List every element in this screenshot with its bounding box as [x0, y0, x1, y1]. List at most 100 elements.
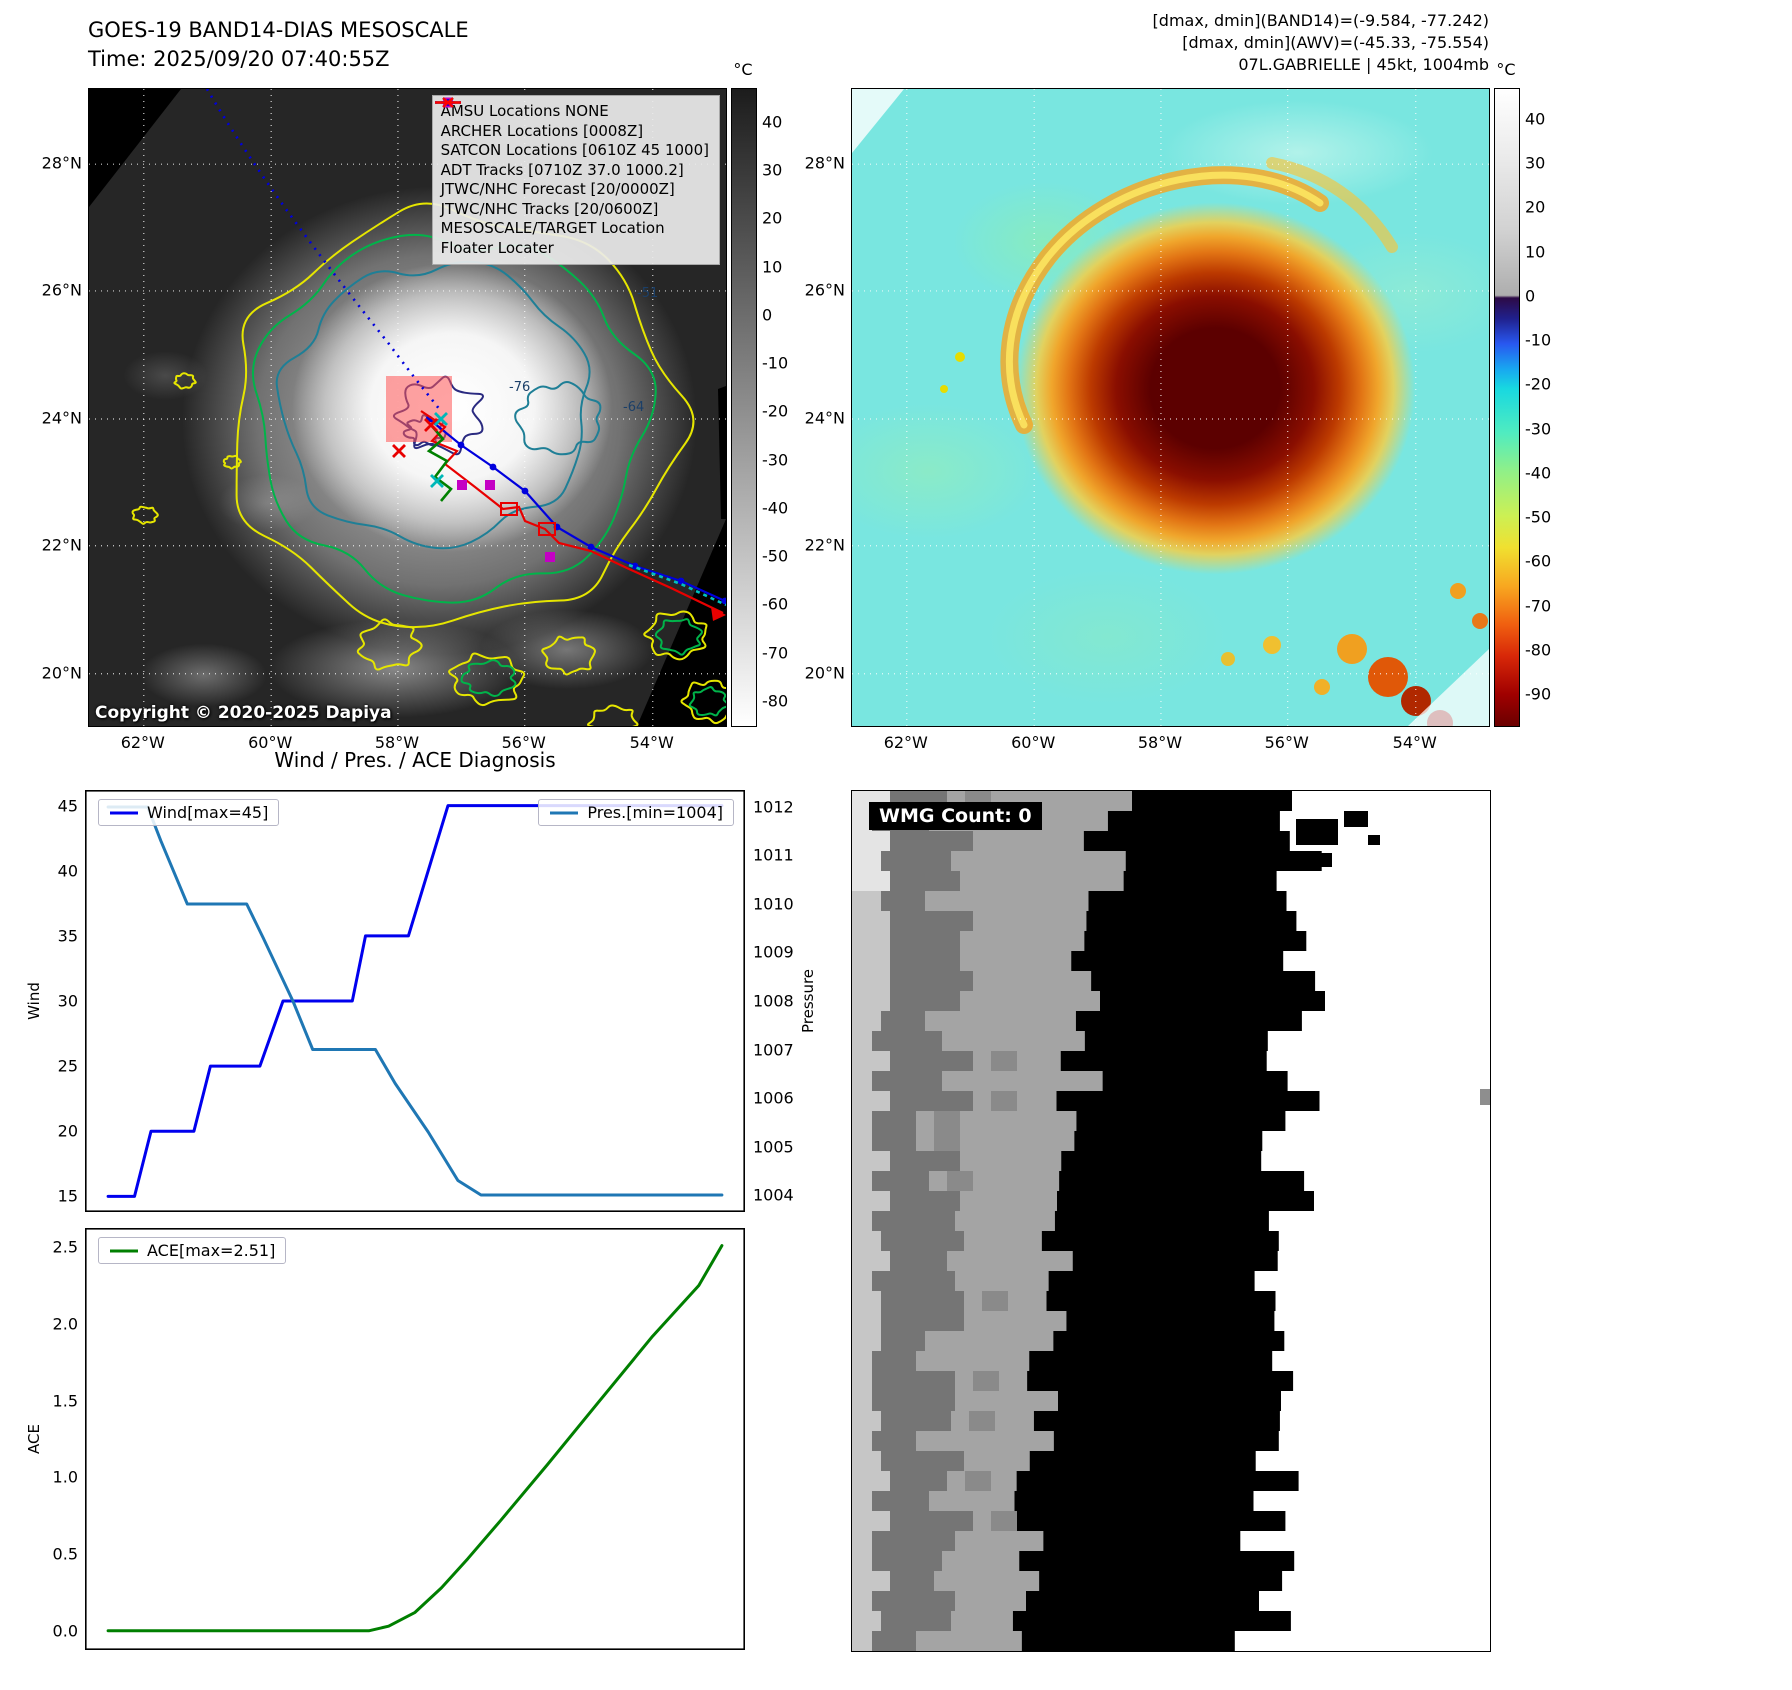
- diagnosis-title: Wind / Pres. / ACE Diagnosis: [274, 748, 556, 772]
- band14-map-overlay: -76 -64 -51: [89, 89, 726, 726]
- wind-axis-label: Wind: [25, 982, 43, 1020]
- chart-tick-label: 1.5: [52, 1391, 78, 1411]
- lat-tick-label: 20°N: [804, 663, 845, 683]
- lat-tick-label: 22°N: [41, 535, 82, 555]
- ace-line-sample-icon: [110, 1249, 138, 1252]
- colorbar-tick-label: 10: [762, 257, 783, 277]
- chart-tick-label: 2.5: [52, 1237, 78, 1257]
- line-marker-icon: [434, 101, 461, 104]
- wmg-image: [851, 790, 1491, 1652]
- lon-tick-label: 60°W: [1011, 733, 1056, 752]
- chart-tick-label: 35: [57, 926, 78, 946]
- contour-label: -64: [623, 400, 644, 415]
- chart-tick-label: 1009: [753, 942, 794, 962]
- colorbar-tick-label: -60: [1525, 551, 1552, 571]
- lon-tick-label: 60°W: [248, 733, 293, 752]
- chart-tick-label: 40: [57, 861, 78, 881]
- legend-item: AMSU Locations NONE: [440, 97, 709, 122]
- legend-item-label: AMSU Locations NONE: [440, 102, 609, 120]
- chart-tick-label: 1010: [753, 894, 794, 914]
- pressure-axis-label: Pressure: [799, 968, 817, 1034]
- legend-item: JTWC/NHC Forecast [20/0000Z]: [434, 101, 709, 200]
- chart-tick-label: 30: [57, 991, 78, 1011]
- pressure-legend-label: Pres.[min=1004]: [587, 803, 723, 822]
- ace-legend: ACE[max=2.51]: [98, 1237, 287, 1264]
- chart-tick-label: 1.0: [52, 1467, 78, 1487]
- band14-title: GOES-19 BAND14-DIAS MESOSCALE: [88, 18, 469, 42]
- colorbar-tick-label: -80: [1525, 640, 1552, 660]
- colorbar-tick-label: -70: [1525, 596, 1552, 616]
- awv-colorbar: [1494, 88, 1520, 727]
- lon-tick-label: 62°W: [883, 733, 928, 752]
- colorbar-tick-label: -10: [762, 353, 789, 373]
- band14-map-legend: AMSU Locations NONE ARCHER Locations [000…: [431, 95, 720, 265]
- dmax-dmin-awv-label: [dmax, dmin](AWV)=(-45.33, -75.554): [1182, 33, 1489, 52]
- lat-tick-label: 24°N: [41, 408, 82, 428]
- awv-header: [dmax, dmin](BAND14)=(-9.584, -77.242) […: [1153, 10, 1489, 76]
- lon-tick-label: 54°W: [1392, 733, 1437, 752]
- colorbar-tick-label: -70: [762, 643, 789, 663]
- chart-tick-label: 0.5: [52, 1544, 78, 1564]
- lat-tick-label: 22°N: [804, 535, 845, 555]
- colorbar-tick-label: 40: [762, 112, 783, 132]
- awv-satellite-map: [851, 88, 1490, 727]
- lat-tick-label: 26°N: [41, 280, 82, 300]
- colorbar-tick-label: -50: [1525, 507, 1552, 527]
- legend-item: ARCHER Locations [0008Z]: [440, 97, 709, 142]
- legend-item: ADT Tracks [0710Z 37.0 1000.2]: [434, 101, 709, 181]
- dmax-dmin-band14-label: [dmax, dmin](BAND14)=(-9.584, -77.242): [1152, 11, 1489, 30]
- colorbar-tick-label: -20: [1525, 374, 1552, 394]
- lat-tick-label: 28°N: [804, 153, 845, 173]
- pressure-legend: Pres.[min=1004]: [538, 799, 734, 826]
- lon-tick-label: 58°W: [1137, 733, 1183, 752]
- wind-legend-label: Wind[max=45]: [147, 803, 269, 822]
- chart-tick-label: 45: [57, 796, 78, 816]
- legend-item: Floater Locater: [434, 101, 709, 259]
- chart-tick-label: 2.0: [52, 1314, 78, 1334]
- legend-item-label: JTWC/NHC Tracks [20/0600Z]: [440, 199, 659, 218]
- chart-tick-label: 1005: [753, 1137, 794, 1157]
- colorbar-tick-label: -40: [1525, 463, 1552, 483]
- band14-time: Time: 2025/09/20 07:40:55Z: [88, 47, 390, 71]
- colorbar-tick-label: 0: [762, 305, 773, 325]
- colorbar-tick-label: -90: [1525, 684, 1552, 704]
- legend-item-label: SATCON Locations [0610Z 45 1000]: [440, 141, 709, 159]
- awv-map-overlay: [852, 89, 1489, 726]
- colorbar-tick-label: -50: [762, 546, 789, 566]
- colorbar-tick-label: 0: [1525, 286, 1536, 306]
- band14-satellite-map: -76 -64 -51 AMSU Locations NONE ARCHER Loca…: [88, 88, 727, 727]
- chart-tick-label: 1004: [753, 1185, 794, 1205]
- wind-pressure-chart: [85, 790, 745, 1212]
- colorbar-tick-label: -10: [1525, 330, 1552, 350]
- colorbar-tick-label: -30: [1525, 419, 1552, 439]
- lat-tick-label: 28°N: [41, 153, 82, 173]
- chart-tick-label: 1007: [753, 1040, 794, 1059]
- legend-item-label: JTWC/NHC Forecast [20/0000Z]: [440, 180, 675, 198]
- legend-item: MESOSCALE/TARGET Location: [440, 97, 709, 239]
- lat-tick-label: 24°N: [804, 408, 845, 428]
- ace-axis-label: ACE: [25, 1424, 43, 1454]
- copyright-label: Copyright © 2020-2025 Dapiya: [95, 703, 392, 723]
- contour-label: -76: [509, 380, 530, 395]
- awv-colorbar-unit: °C: [1496, 60, 1516, 79]
- colorbar-tick-label: 30: [762, 160, 783, 180]
- wind-line-sample-icon: [110, 811, 138, 814]
- contour-label: -51: [637, 286, 658, 301]
- legend-item-label: Floater Locater: [440, 238, 554, 257]
- colorbar-tick-label: -30: [762, 450, 789, 470]
- pressure-line-sample-icon: [550, 811, 579, 814]
- colorbar-tick-label: -20: [762, 401, 789, 421]
- band14-colorbar-unit: °C: [733, 60, 753, 79]
- colorbar-tick-label: 20: [762, 208, 783, 228]
- lon-tick-label: 58°W: [374, 733, 420, 752]
- lon-tick-label: 62°W: [120, 733, 165, 752]
- colorbar-tick-label: 10: [1525, 242, 1546, 262]
- ace-legend-label: ACE[max=2.51]: [147, 1241, 276, 1260]
- legend-item-label: ADT Tracks [0710Z 37.0 1000.2]: [440, 160, 684, 179]
- colorbar-tick-label: 40: [1525, 109, 1546, 129]
- chart-tick-label: 1012: [753, 797, 794, 817]
- legend-item-label: ARCHER Locations [0008Z]: [440, 121, 644, 140]
- legend-item-label: MESOSCALE/TARGET Location: [440, 219, 665, 237]
- ace-chart: [85, 1228, 745, 1650]
